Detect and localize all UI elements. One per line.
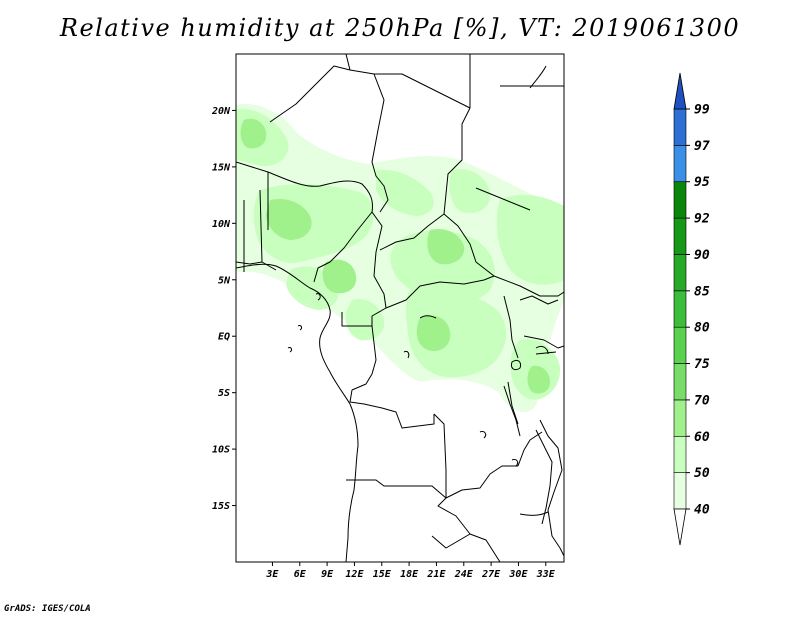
colorbar-label: 95 (694, 175, 710, 190)
lon-tick-label: 15E (373, 569, 392, 580)
colorbar-label: 90 (694, 248, 710, 263)
lat-tick-label: 10N (212, 219, 231, 230)
lat-tick-label: 5N (218, 275, 231, 286)
colorbar-segment (673, 254, 687, 292)
colorbar-label: 40 (694, 503, 710, 518)
colorbar-label: 85 (694, 284, 710, 299)
colorbar-segment (673, 435, 687, 473)
lon-tick-label: 24E (454, 569, 474, 580)
colorbar-label: 75 (694, 357, 710, 372)
lon-tick-label: 33E (536, 569, 556, 580)
colorbar-segment (673, 145, 687, 183)
lat-tick-label: EQ (218, 332, 230, 343)
colorbar-segment (673, 399, 687, 437)
lon-tick-label: 30E (508, 569, 528, 580)
map-frame (235, 53, 565, 563)
humidity-60-70 (240, 118, 550, 394)
latitude-axis: 20N 15N 10N 5N EQ 5S 10S 15S (211, 106, 236, 512)
humidity-field (236, 103, 564, 413)
lat-tick-label: 15S (212, 501, 230, 512)
colorbar-segment (673, 363, 687, 401)
colorbar-segment (673, 181, 687, 219)
lon-tick-label: 9E (321, 569, 334, 580)
colorbar-segment (673, 108, 687, 146)
chart-title: Relative humidity at 250hPa [%], VT: 201… (59, 14, 741, 42)
longitude-axis: 3E 6E 9E 12E 15E 18E 21E 24E 27E 30E 33E (265, 562, 556, 580)
lat-tick-label: 5S (218, 388, 230, 399)
lon-tick-label: 3E (265, 569, 279, 580)
colorbar-legend: 40 50 60 70 75 80 85 90 92 95 97 99 (673, 72, 710, 546)
colorbar-label: 80 (694, 321, 710, 336)
lon-tick-label: 6E (294, 569, 307, 580)
lon-tick-label: 27E (481, 569, 501, 580)
lon-tick-label: 21E (426, 569, 446, 580)
lat-tick-label: 10S (212, 445, 230, 456)
colorbar-label: 60 (694, 430, 710, 445)
lon-tick-label: 18E (400, 569, 419, 580)
colorbar-low-arrow (673, 508, 687, 546)
colorbar-label: 97 (694, 139, 710, 154)
colorbar-label: 70 (694, 393, 710, 408)
humidity-50-60 (236, 109, 564, 400)
colorbar-label: 99 (694, 103, 710, 118)
lat-tick-label: 15N (212, 162, 231, 173)
coastline (236, 263, 359, 562)
grads-credit: GrADS: IGES/COLA (4, 604, 91, 614)
colorbar-segment (673, 217, 687, 255)
lon-tick-label: 12E (345, 569, 364, 580)
colorbar-segment (673, 472, 687, 510)
colorbar-segment (673, 326, 687, 364)
lat-tick-label: 20N (211, 106, 231, 117)
colorbar-high-arrow (673, 72, 687, 110)
country-borders (236, 54, 564, 562)
colorbar-label: 92 (694, 212, 710, 227)
colorbar-label: 50 (694, 466, 710, 481)
colorbar-segment (673, 290, 687, 328)
